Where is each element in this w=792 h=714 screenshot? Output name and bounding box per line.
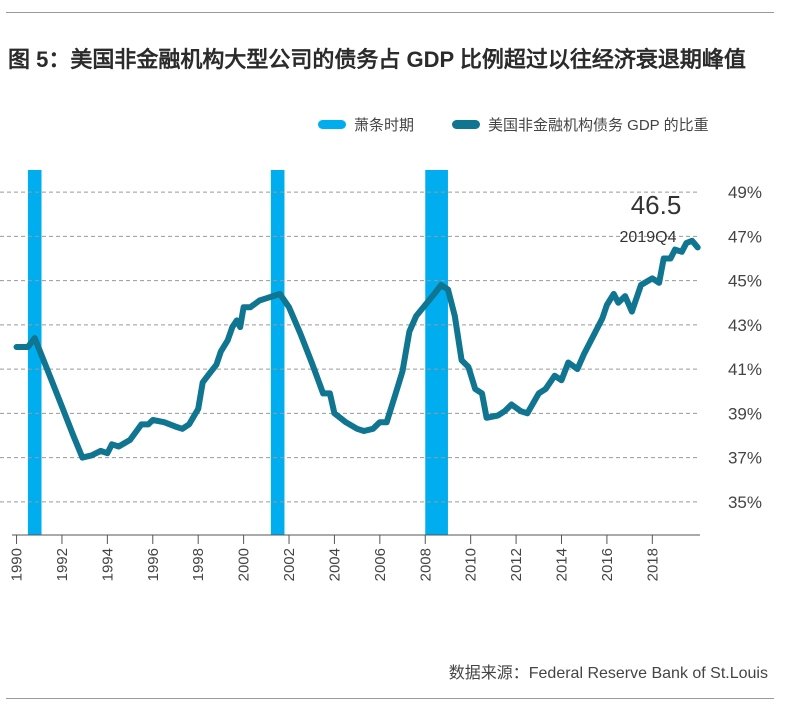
x-tick-label: 2004 (326, 548, 343, 581)
y-tick-label: 45% (728, 272, 762, 291)
legend-item-recession: 萧条时期 (318, 114, 414, 135)
x-tick-label: 1998 (190, 548, 207, 581)
legend-swatch-recession (318, 119, 346, 129)
y-gridlines (0, 191, 700, 503)
x-tick-label: 2010 (463, 548, 480, 581)
recession-bar-2 (270, 170, 285, 535)
x-tick-label: 1996 (145, 548, 162, 581)
y-tick-label: 37% (728, 449, 762, 468)
recession-bar-1 (27, 170, 42, 535)
legend-swatch-debt-ratio (452, 119, 481, 129)
x-axis: 1990 1992 1994 1996 1998 2000 2002 2004 2006 2008… (9, 534, 700, 581)
top-rule (6, 12, 774, 13)
figure-title: 图 5：美国非金融机构大型公司的债务占 GDP 比例超过以往经济衰退期峰值 (8, 47, 746, 72)
x-tick-label: 2012 (508, 548, 525, 581)
y-tick-label: 47% (728, 227, 762, 246)
legend-label-recession: 萧条时期 (354, 116, 415, 134)
annotation-period: 2019Q4 (620, 229, 677, 246)
annotation-value: 46.5 (631, 190, 682, 220)
legend: 萧条时期 美国非金融机构债务 GDP 的比重 (318, 113, 747, 135)
bottom-rule (6, 698, 774, 699)
x-tick-label: 2006 (372, 548, 389, 581)
x-tick-label: 2018 (644, 548, 661, 581)
x-tick-label: 2016 (599, 548, 616, 581)
x-tick-label: 2014 (553, 548, 570, 581)
recession-bar-3 (425, 170, 448, 535)
x-tick-label: 1994 (99, 548, 116, 581)
line-chart: 1990 1992 1994 1996 1998 2000 2002 2004 2006 2008… (0, 170, 762, 581)
x-tick-label: 2008 (417, 548, 434, 581)
y-tick-label: 35% (728, 493, 762, 512)
y-axis-labels: 35% 37% 39% 41% 43% 45% 47% 49% (728, 183, 762, 512)
y-tick-label: 43% (728, 316, 762, 335)
source-note: 数据来源：Federal Reserve Bank of St.Louis (448, 665, 768, 682)
series-line-debt-ratio (13, 237, 701, 461)
y-tick-label: 39% (728, 404, 762, 423)
recession-bars (27, 170, 448, 535)
x-tick-label: 2002 (281, 548, 298, 581)
x-tick-label: 1990 (9, 548, 26, 581)
y-tick-label: 41% (728, 360, 762, 379)
y-tick-label: 49% (728, 183, 762, 202)
legend-label-debt-ratio: 美国非金融机构债务 GDP 的比重 (488, 116, 709, 134)
x-tick-label: 2000 (236, 548, 253, 581)
legend-item-debt-ratio: 美国非金融机构债务 GDP 的比重 (452, 114, 709, 135)
x-tick-label: 1992 (54, 548, 71, 581)
